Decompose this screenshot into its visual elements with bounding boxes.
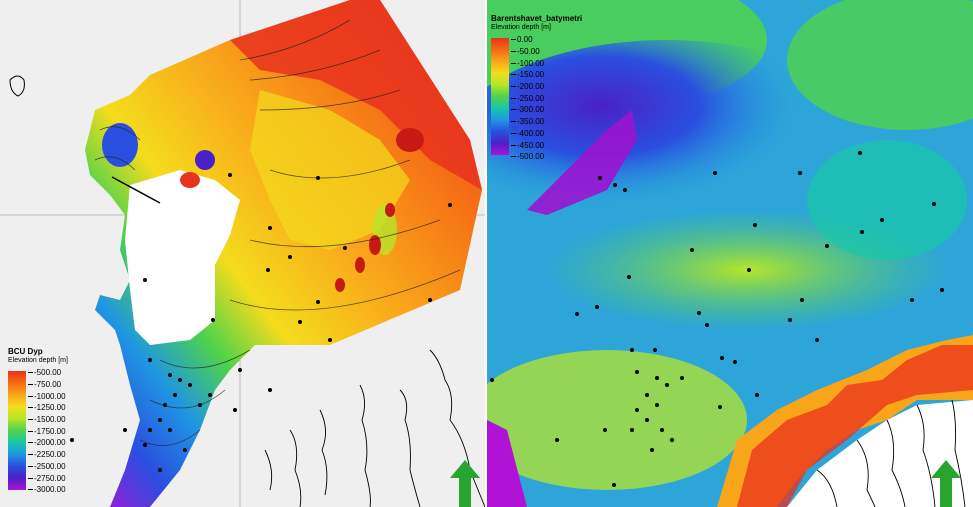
bcu-depth-map-panel[interactable]: BCU Dyp Elevation depth [m] -500.00 -750… — [0, 0, 485, 507]
coastline — [264, 349, 485, 507]
legend-tick: -750.00 — [34, 380, 62, 390]
coastal-shallows — [737, 345, 973, 507]
shelf-area — [807, 140, 967, 260]
legend-tick: 0.00 — [517, 35, 533, 45]
legend-tick: -200.00 — [517, 82, 545, 92]
well-points — [70, 173, 452, 472]
legend-tick: -2000.00 — [34, 438, 66, 448]
legend-tick: -2500.00 — [34, 461, 66, 471]
shallow-anomaly — [180, 172, 200, 188]
no-data-area — [125, 170, 240, 345]
deep-trough — [487, 40, 887, 260]
bcu-depth-map — [0, 0, 485, 507]
legend-tick: -1750.00 — [34, 426, 66, 436]
bathymetry-map-panel[interactable]: Barentshavet_batymetri Elevation depth [… — [487, 0, 973, 507]
right-legend: Barentshavet_batymetri Elevation depth [… — [491, 14, 582, 32]
north-arrow-icon — [931, 460, 961, 507]
deep-anomaly — [102, 123, 138, 167]
legend-tick: -2250.00 — [34, 450, 66, 460]
deep-trough — [487, 420, 527, 507]
legend-ticks: 0.00 -50.00 -100.00 -150.00 -200.00 -250… — [511, 34, 544, 163]
legend-color-bar — [8, 371, 26, 490]
well-points — [490, 151, 944, 487]
legend-subtitle: Elevation depth [m] — [8, 357, 68, 364]
legend-subtitle: Elevation depth [m] — [491, 24, 551, 31]
legend-ticks: -500.00 -750.00 -1000.00 -1250.00 -1500.… — [28, 367, 66, 496]
land-area — [787, 400, 973, 507]
legend-tick: -50.00 — [517, 47, 540, 57]
legend-color-bar — [491, 38, 509, 155]
legend-tick: -400.00 — [517, 128, 545, 138]
legend-title: Barentshavet_batymetri — [491, 14, 583, 23]
legend-tick: -300.00 — [517, 105, 545, 115]
left-legend: BCU Dyp Elevation depth [m] — [8, 347, 68, 365]
profile-line — [111, 176, 161, 204]
coastline — [9, 75, 25, 97]
legend-tick: -250.00 — [517, 93, 545, 103]
legend-tick: -2750.00 — [34, 473, 66, 483]
panel-divider — [485, 0, 487, 507]
depth-surface — [85, 0, 482, 507]
legend-tick: -500.00 — [517, 152, 545, 162]
legend-tick: -1500.00 — [34, 415, 66, 425]
north-arrow-icon — [450, 460, 480, 507]
legend-title: BCU Dyp — [8, 347, 43, 356]
legend-tick: -100.00 — [517, 58, 545, 68]
shallow-bank — [487, 350, 747, 490]
legend-tick: -150.00 — [517, 70, 545, 80]
legend-tick: -500.00 — [34, 368, 62, 378]
deep-trough — [527, 110, 637, 215]
legend-tick: -3000.00 — [34, 485, 66, 495]
deep-anomaly — [195, 150, 215, 170]
coastline — [816, 399, 966, 507]
yellow-zone — [250, 90, 410, 250]
contour-lines — [94, 19, 461, 446]
legend-tick: -450.00 — [517, 140, 545, 150]
legend-tick: -350.00 — [517, 117, 545, 127]
legend-tick: -1000.00 — [34, 391, 66, 401]
legend-tick: -1250.00 — [34, 403, 66, 413]
bathymetry-map — [487, 0, 973, 507]
